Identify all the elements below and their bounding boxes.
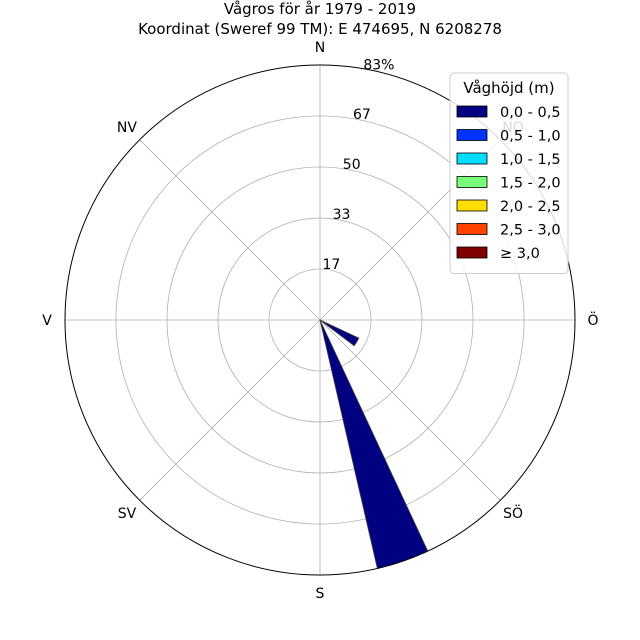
legend-box <box>449 72 569 274</box>
legend-swatch <box>456 223 488 235</box>
radial-tick-label: 50 <box>343 157 361 173</box>
legend-swatch <box>456 176 488 188</box>
polar-grid <box>65 65 575 575</box>
grid-ring <box>268 268 372 372</box>
direction-label-v: V <box>42 313 52 329</box>
legend-swatch <box>456 152 488 165</box>
grid-ring <box>115 115 525 525</box>
grid-spoke-sö <box>319 319 501 501</box>
legend-swatch <box>456 105 488 118</box>
radial-tick-labels: 17 33 50 67 83% <box>322 58 394 273</box>
legend-entry: 1,5 - 2,0 <box>500 176 561 192</box>
grid-ring <box>166 166 474 474</box>
grid-spoke-nv <box>139 139 321 321</box>
legend-entry: 0,0 - 0,5 <box>500 105 561 121</box>
legend-swatch <box>456 246 488 259</box>
direction-label-nv: NV <box>117 120 137 136</box>
legend-entry: ≥ 3,0 <box>500 246 540 262</box>
legend-title: Våghöjd (m) <box>463 79 554 97</box>
wedge-bar <box>319 319 429 569</box>
legend-swatch <box>456 199 488 212</box>
radial-tick-label: 33 <box>333 207 351 223</box>
grid-ring <box>217 217 423 423</box>
direction-label-n: N <box>315 40 325 56</box>
radial-tick-label: 67 <box>353 107 371 123</box>
legend-entry: 0,5 - 1,0 <box>500 129 561 145</box>
chart-title: Vågros för år 1979 - 2019 <box>224 0 416 18</box>
direction-label-ö: Ö <box>587 311 598 329</box>
legend-swatch <box>456 129 488 141</box>
outer-circle <box>64 64 576 576</box>
direction-label-sö: SÖ <box>503 504 523 522</box>
grid-spoke-sv <box>139 319 321 501</box>
legend-entry: 2,0 - 2,5 <box>500 199 561 215</box>
bars-layer <box>319 319 429 569</box>
direction-label-s: S <box>316 586 325 602</box>
chart-subtitle: Koordinat (Sweref 99 TM): E 474695, N 62… <box>138 20 502 38</box>
radial-tick-label: 17 <box>322 257 340 273</box>
direction-label-sv: SV <box>118 506 137 522</box>
radial-tick-label: 83% <box>363 58 394 74</box>
legend-entry: 1,0 - 1,5 <box>500 152 561 168</box>
legend-entry: 2,5 - 3,0 <box>500 223 561 239</box>
wedge-bar <box>319 319 360 347</box>
legend: Våghöjd (m) 0,0 - 0,5 0,5 - 1,0 1,0 - 1,5 1,… <box>449 72 569 274</box>
